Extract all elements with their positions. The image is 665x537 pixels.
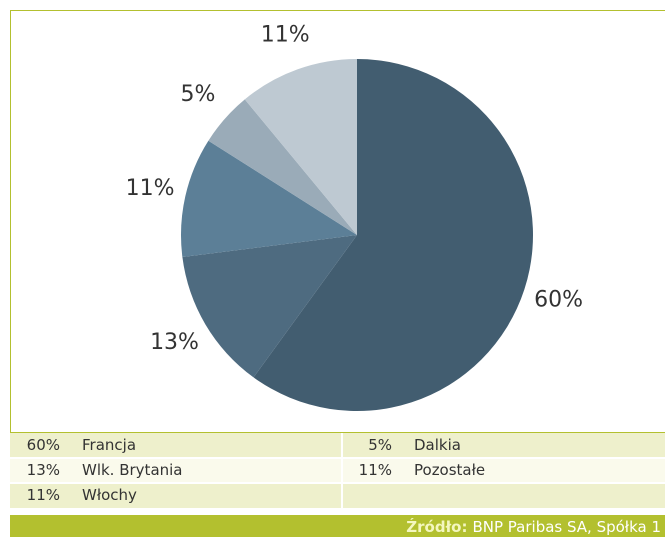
legend-value: 11% bbox=[27, 486, 60, 504]
legend-label: Pozostałe bbox=[414, 461, 485, 479]
source: Źródło: BNP Paribas SA, Spółka 1 bbox=[406, 517, 661, 536]
footer-bar bbox=[10, 515, 665, 537]
legend-label: Wlk. Brytania bbox=[82, 461, 183, 479]
legend-row bbox=[10, 483, 665, 508]
pie-slice bbox=[244, 59, 357, 235]
pie-slice bbox=[180, 140, 357, 258]
legend-value: 5% bbox=[368, 436, 392, 454]
pie-slice bbox=[253, 59, 533, 411]
source-text: BNP Paribas SA, Spółka 1 bbox=[472, 518, 661, 536]
legend-value: 11% bbox=[359, 461, 392, 479]
legend-row bbox=[10, 433, 665, 458]
legend-value: 13% bbox=[27, 461, 60, 479]
pie-slice bbox=[182, 235, 357, 378]
slice-label: 5% bbox=[181, 82, 216, 107]
legend-value: 60% bbox=[27, 436, 60, 454]
slice-label: 13% bbox=[150, 330, 199, 355]
slice-label: 11% bbox=[261, 23, 310, 48]
legend-label: Dalkia bbox=[414, 436, 461, 454]
pie-slice bbox=[208, 99, 357, 235]
source-label: Źródło: bbox=[406, 517, 467, 536]
slice-label: 60% bbox=[534, 288, 583, 313]
legend-row bbox=[10, 458, 665, 483]
slice-label: 11% bbox=[126, 176, 175, 201]
legend-label: Włochy bbox=[82, 486, 137, 504]
legend-label: Francja bbox=[82, 436, 136, 454]
